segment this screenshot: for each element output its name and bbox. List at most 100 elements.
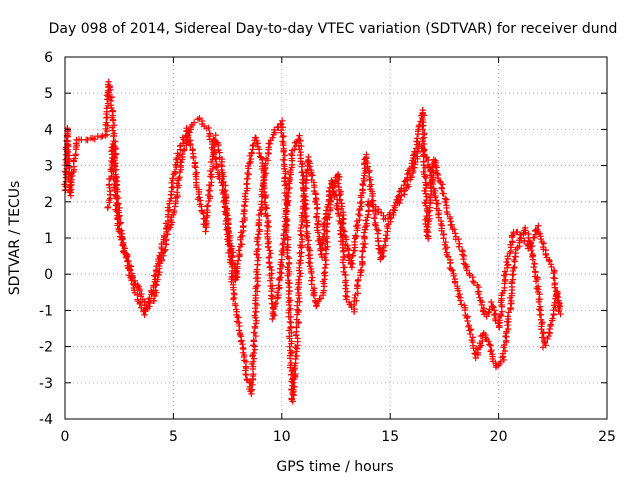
data-point	[293, 323, 300, 331]
data-point	[341, 264, 348, 271]
data-point	[354, 290, 362, 297]
data-point	[337, 230, 344, 238]
data-point	[282, 207, 290, 215]
data-point	[237, 240, 245, 248]
data-point	[288, 396, 296, 403]
data-point	[487, 298, 495, 306]
data-point	[421, 173, 428, 180]
data-point	[190, 154, 197, 162]
data-point	[520, 237, 528, 245]
data-point	[419, 126, 426, 133]
data-point	[164, 204, 172, 211]
data-point	[111, 163, 119, 170]
data-point	[113, 202, 120, 209]
data-point	[317, 295, 325, 302]
data-point	[148, 289, 156, 296]
data-point	[327, 197, 334, 205]
data-point	[505, 309, 512, 316]
data-point	[467, 326, 475, 333]
data-point	[353, 281, 361, 289]
data-point	[129, 273, 136, 281]
data-point	[169, 175, 176, 182]
data-point	[171, 207, 178, 215]
data-point	[272, 299, 280, 307]
data-point	[372, 222, 380, 229]
data-point	[439, 181, 446, 188]
data-point	[502, 332, 509, 340]
data-point	[355, 210, 362, 218]
data-point	[382, 232, 390, 239]
data-point	[371, 215, 378, 222]
data-point	[455, 236, 462, 243]
data-point	[206, 187, 214, 195]
y-tick-label: -2	[39, 340, 53, 356]
data-point	[301, 213, 309, 221]
data-point	[290, 386, 297, 394]
data-point	[348, 257, 355, 264]
data-point	[271, 300, 279, 308]
data-point	[298, 163, 305, 170]
data-point	[511, 253, 519, 260]
data-point	[260, 188, 268, 196]
data-point	[314, 229, 322, 236]
data-point	[236, 331, 244, 338]
data-point	[328, 194, 335, 202]
data-point	[537, 235, 545, 243]
data-point	[440, 235, 447, 242]
data-point	[551, 284, 559, 291]
data-point	[222, 200, 230, 207]
data-point	[479, 337, 486, 345]
y-axis-label: SDTVAR / TECUs	[7, 181, 23, 296]
data-point	[504, 262, 511, 269]
data-point	[540, 328, 547, 336]
data-point	[334, 180, 342, 187]
data-point	[152, 272, 159, 280]
data-point	[234, 257, 242, 264]
data-point	[487, 342, 494, 349]
data-point	[204, 191, 212, 199]
data-point	[146, 295, 153, 302]
data-point	[296, 132, 303, 139]
data-point	[547, 321, 555, 328]
data-point	[502, 276, 509, 283]
data-point	[300, 172, 307, 179]
y-tick-label: 3	[44, 159, 53, 175]
data-point	[253, 317, 260, 324]
data-point	[356, 212, 364, 219]
data-point	[511, 263, 518, 271]
data-point	[204, 202, 212, 209]
data-point	[310, 292, 318, 299]
data-point	[309, 172, 316, 179]
data-point	[516, 231, 524, 238]
y-tick-label: 6	[44, 50, 53, 66]
data-point	[470, 279, 478, 286]
data-point	[394, 193, 402, 201]
data-point	[349, 252, 357, 259]
data-point	[219, 175, 226, 182]
data-point	[343, 236, 350, 243]
data-point	[505, 325, 512, 333]
y-tick-label: 5	[44, 86, 53, 102]
data-point	[171, 168, 179, 175]
data-point	[546, 325, 553, 333]
data-point	[509, 267, 517, 275]
data-point	[341, 279, 349, 286]
data-point	[127, 263, 135, 270]
data-point	[354, 221, 362, 229]
data-point	[242, 196, 249, 203]
data-point	[115, 227, 123, 235]
data-point	[262, 155, 270, 162]
data-point	[290, 383, 298, 391]
data-point	[256, 226, 263, 233]
data-point	[550, 274, 557, 282]
data-point	[296, 137, 304, 145]
data-point	[225, 229, 233, 237]
x-axis-label: GPS time / hours	[276, 459, 393, 475]
data-point	[280, 132, 287, 140]
data-point	[434, 200, 442, 208]
y-tick-label: -1	[39, 303, 53, 319]
data-point	[548, 263, 555, 271]
data-point	[253, 283, 260, 290]
data-point	[244, 162, 252, 170]
data-point	[280, 245, 287, 253]
